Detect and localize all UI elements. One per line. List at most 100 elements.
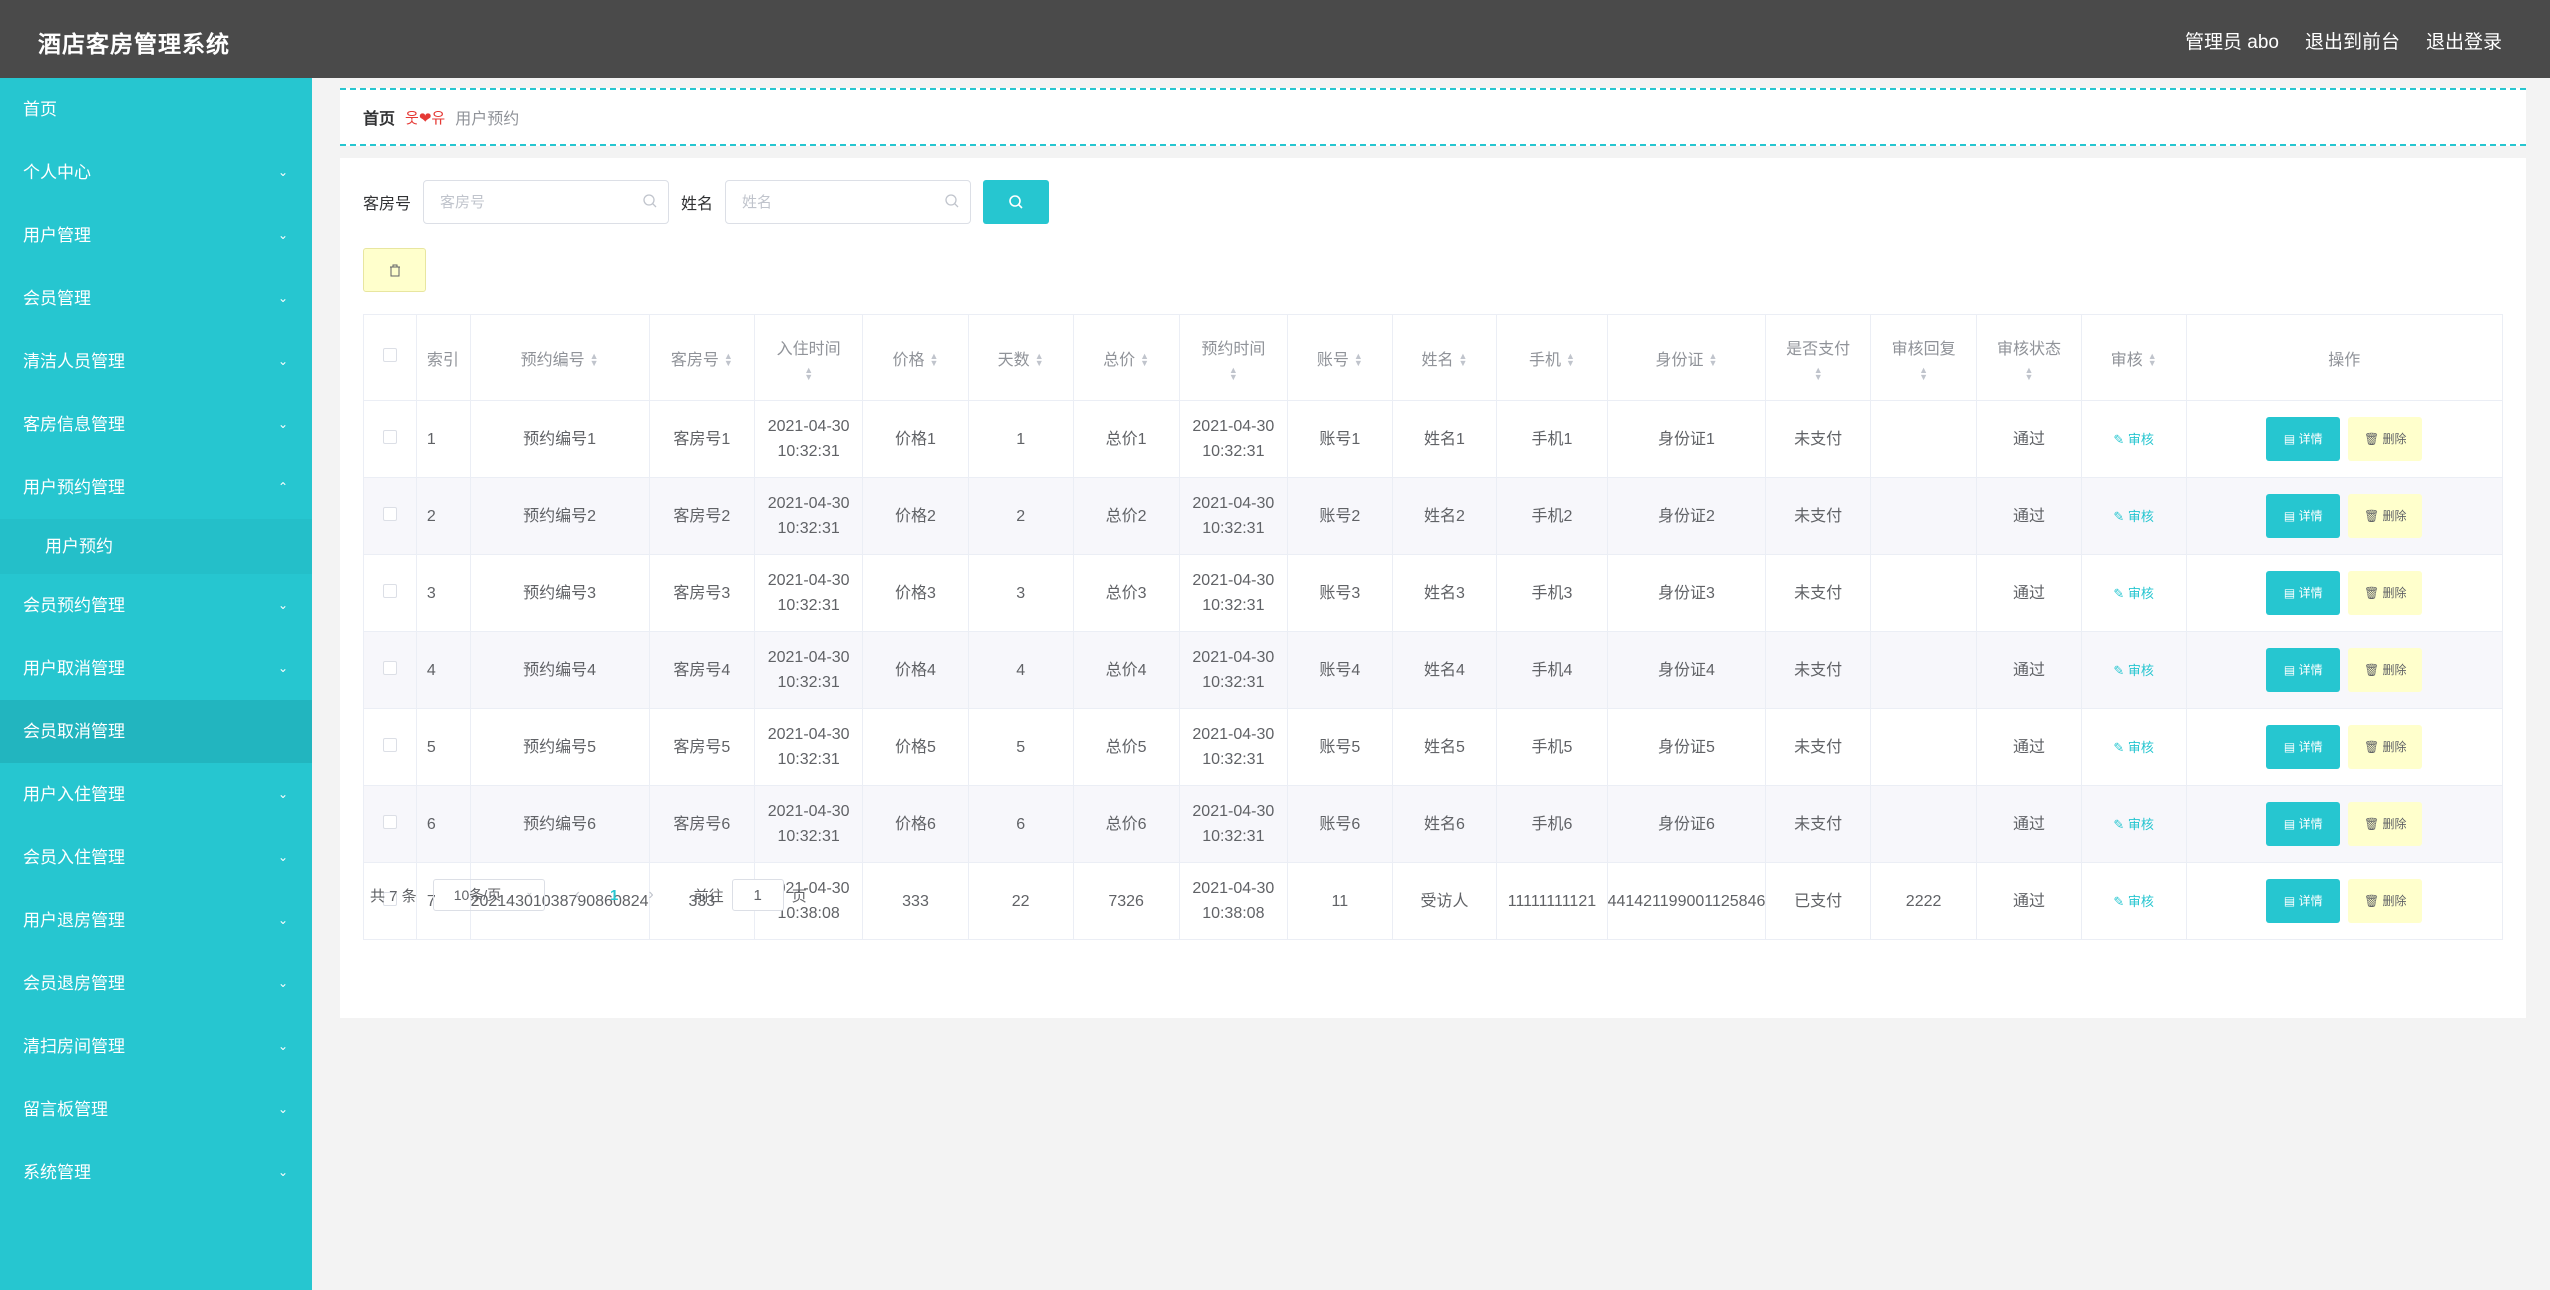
sidebar-item[interactable]: 清洁人员管理 ⌄: [0, 330, 312, 393]
name-label: 姓名: [681, 196, 714, 213]
page-number-current[interactable]: 1: [610, 886, 619, 904]
audit-link[interactable]: ✎ 审核: [2113, 740, 2154, 755]
detail-button[interactable]: ▤ 详情: [2266, 802, 2341, 846]
name-input[interactable]: [726, 181, 927, 223]
sort-caret-icon[interactable]: ▲ ▼: [723, 351, 733, 369]
delete-button[interactable]: 🗑 删除: [2348, 879, 2423, 923]
sort-caret-icon[interactable]: ▲ ▼: [2024, 364, 2034, 382]
sort-caret-icon[interactable]: ▲ ▼: [1228, 364, 1238, 382]
sort-caret-icon[interactable]: ▲ ▼: [1813, 364, 1823, 382]
sidebar-item[interactable]: 会员管理 ⌄: [0, 267, 312, 330]
column-header[interactable]: 是否支付 ▲ ▼: [1765, 314, 1872, 401]
column-header[interactable]: 预约编号 ▲ ▼: [469, 314, 650, 401]
delete-button[interactable]: 🗑 删除: [2348, 802, 2423, 846]
delete-button[interactable]: 🗑 删除: [2348, 571, 2423, 615]
sort-caret-icon[interactable]: ▲ ▼: [1708, 351, 1718, 369]
column-header[interactable]: 审核回复 ▲ ▼: [1870, 314, 1978, 401]
next-page-button[interactable]: ›: [648, 886, 654, 903]
batch-delete-button[interactable]: [363, 248, 426, 292]
sort-caret-icon[interactable]: ▲ ▼: [929, 351, 939, 369]
column-header[interactable]: 审核状态 ▲ ▼: [1976, 314, 2082, 401]
sidebar-item[interactable]: 客房信息管理 ⌄: [0, 393, 312, 456]
sort-caret-icon[interactable]: ▲ ▼: [804, 364, 814, 382]
select-all-checkbox[interactable]: [382, 348, 397, 362]
exit-to-front-link[interactable]: 退出到前台: [2304, 32, 2400, 53]
delete-button[interactable]: 🗑 删除: [2348, 725, 2423, 769]
audit-link[interactable]: ✎ 审核: [2113, 509, 2154, 524]
column-header[interactable]: 预约时间 ▲ ▼: [1178, 314, 1288, 401]
sort-caret-icon[interactable]: ▲ ▼: [1565, 351, 1575, 369]
column-header[interactable]: 审核 ▲ ▼: [2080, 314, 2187, 401]
column-header[interactable]: 姓名 ▲ ▼: [1391, 314, 1498, 401]
breadcrumb-home[interactable]: 首页: [363, 111, 396, 128]
detail-button[interactable]: ▤ 详情: [2266, 417, 2341, 461]
sort-caret-icon[interactable]: ▲ ▼: [2147, 351, 2157, 369]
column-header[interactable]: 客房号 ▲ ▼: [648, 314, 756, 401]
row-checkbox[interactable]: [382, 429, 397, 444]
detail-button[interactable]: ▤ 详情: [2266, 571, 2341, 615]
sidebar-item[interactable]: 会员取消管理: [0, 700, 312, 763]
sort-caret-icon[interactable]: ▲ ▼: [1353, 351, 1363, 369]
sidebar-item[interactable]: 用户入住管理 ⌄: [0, 763, 312, 826]
chevron-down-icon: ⌄: [277, 1102, 288, 1116]
row-checkbox[interactable]: [382, 506, 397, 521]
audit-link[interactable]: ✎ 审核: [2113, 817, 2154, 832]
audit-link[interactable]: ✎ 审核: [2113, 586, 2154, 601]
table-cell: 7: [415, 862, 471, 940]
sort-caret-icon[interactable]: ▲ ▼: [1458, 351, 1468, 369]
row-checkbox[interactable]: [382, 737, 397, 752]
row-checkbox[interactable]: [382, 891, 397, 906]
search-icon: [945, 194, 959, 208]
sidebar-item[interactable]: 会员入住管理 ⌄: [0, 826, 312, 889]
prev-page-button[interactable]: ‹: [574, 886, 581, 903]
edit-icon: ✎: [2113, 893, 2128, 909]
room-number-input[interactable]: [424, 181, 625, 223]
audit-link[interactable]: ✎ 审核: [2113, 663, 2154, 678]
table-cell: 7326: [1072, 862, 1180, 940]
row-checkbox[interactable]: [382, 660, 397, 675]
sidebar-item[interactable]: 会员预约管理 ⌄: [0, 574, 312, 637]
audit-link[interactable]: ✎ 审核: [2113, 894, 2154, 909]
sidebar-item[interactable]: 会员退房管理 ⌄: [0, 952, 312, 1015]
detail-button[interactable]: ▤ 详情: [2266, 879, 2341, 923]
sidebar-item[interactable]: 系统管理 ⌄: [0, 1141, 312, 1204]
sort-caret-icon[interactable]: ▲ ▼: [589, 351, 599, 369]
sidebar-item[interactable]: 用户预约: [0, 519, 312, 574]
column-header[interactable]: 手机 ▲ ▼: [1496, 314, 1608, 401]
sidebar-item[interactable]: 用户退房管理 ⌄: [0, 889, 312, 952]
column-header[interactable]: 身份证 ▲ ▼: [1606, 314, 1767, 401]
search-button[interactable]: [983, 180, 1050, 224]
table-cell: 价格6: [862, 785, 969, 863]
sidebar-item[interactable]: 首页: [0, 78, 312, 141]
sidebar-item[interactable]: 用户预约管理 ⌃: [0, 456, 312, 519]
sort-caret-icon[interactable]: ▲ ▼: [1919, 364, 1929, 382]
detail-button[interactable]: ▤ 详情: [2266, 648, 2341, 692]
sidebar-item[interactable]: 留言板管理 ⌄: [0, 1078, 312, 1141]
column-header[interactable]: 天数 ▲ ▼: [967, 314, 1074, 401]
goto-page-input[interactable]: [731, 879, 784, 911]
row-select-cell: [363, 477, 417, 555]
audit-link[interactable]: ✎ 审核: [2113, 432, 2154, 447]
column-header-label: 操作: [2328, 351, 2361, 369]
sidebar-item[interactable]: 清扫房间管理 ⌄: [0, 1015, 312, 1078]
breadcrumb-current: 用户预约: [455, 111, 520, 128]
column-header[interactable]: 入住时间 ▲ ▼: [754, 314, 864, 401]
detail-button[interactable]: ▤ 详情: [2266, 725, 2341, 769]
delete-button[interactable]: 🗑 删除: [2348, 494, 2423, 538]
row-checkbox[interactable]: [382, 814, 397, 829]
column-header[interactable]: 总价 ▲ ▼: [1072, 314, 1180, 401]
row-checkbox[interactable]: [382, 583, 397, 598]
delete-button[interactable]: 🗑 删除: [2348, 417, 2423, 461]
sidebar-item[interactable]: 个人中心 ⌄: [0, 141, 312, 204]
column-header[interactable]: 账号 ▲ ▼: [1286, 314, 1393, 401]
page-size-select[interactable]: 10条/页 ⌄: [432, 879, 545, 911]
column-header[interactable]: 价格 ▲ ▼: [862, 314, 969, 401]
delete-button[interactable]: 🗑 删除: [2348, 648, 2423, 692]
sort-caret-icon[interactable]: ▲ ▼: [1140, 351, 1150, 369]
logout-link[interactable]: 退出登录: [2425, 32, 2502, 53]
sidebar-item[interactable]: 用户管理 ⌄: [0, 204, 312, 267]
sidebar-item-label: 会员预约管理: [23, 596, 125, 615]
sort-caret-icon[interactable]: ▲ ▼: [1034, 351, 1044, 369]
detail-button[interactable]: ▤ 详情: [2266, 494, 2341, 538]
sidebar-item[interactable]: 用户取消管理 ⌄: [0, 637, 312, 700]
